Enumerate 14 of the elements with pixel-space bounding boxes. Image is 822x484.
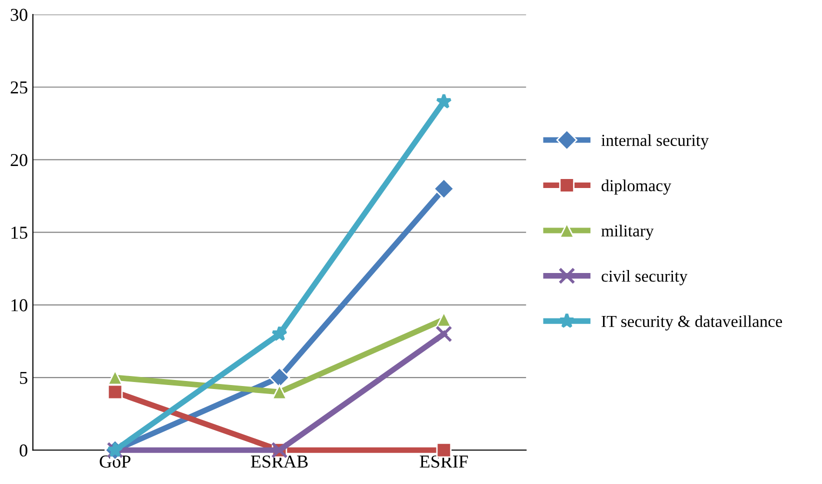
x-tick-label: GoP — [100, 456, 130, 468]
y-tick-label: 25 — [10, 81, 28, 94]
legend-label: military — [601, 224, 654, 240]
legend-label: civil security — [602, 270, 688, 286]
y-tick-label: 15 — [12, 226, 28, 239]
y-tick-label: 5 — [20, 372, 28, 384]
x-tick-label: ESRAB — [250, 456, 308, 468]
y-tick-label: 20 — [10, 154, 28, 166]
legend-label: diplomacy — [602, 180, 672, 195]
y-tick-label: 0 — [20, 444, 28, 457]
y-tick-label: 30 — [10, 8, 28, 21]
legend-label: IT security & dataveillance — [602, 315, 782, 330]
legend-label: internal security — [601, 134, 709, 150]
y-tick-label: 10 — [12, 299, 28, 312]
